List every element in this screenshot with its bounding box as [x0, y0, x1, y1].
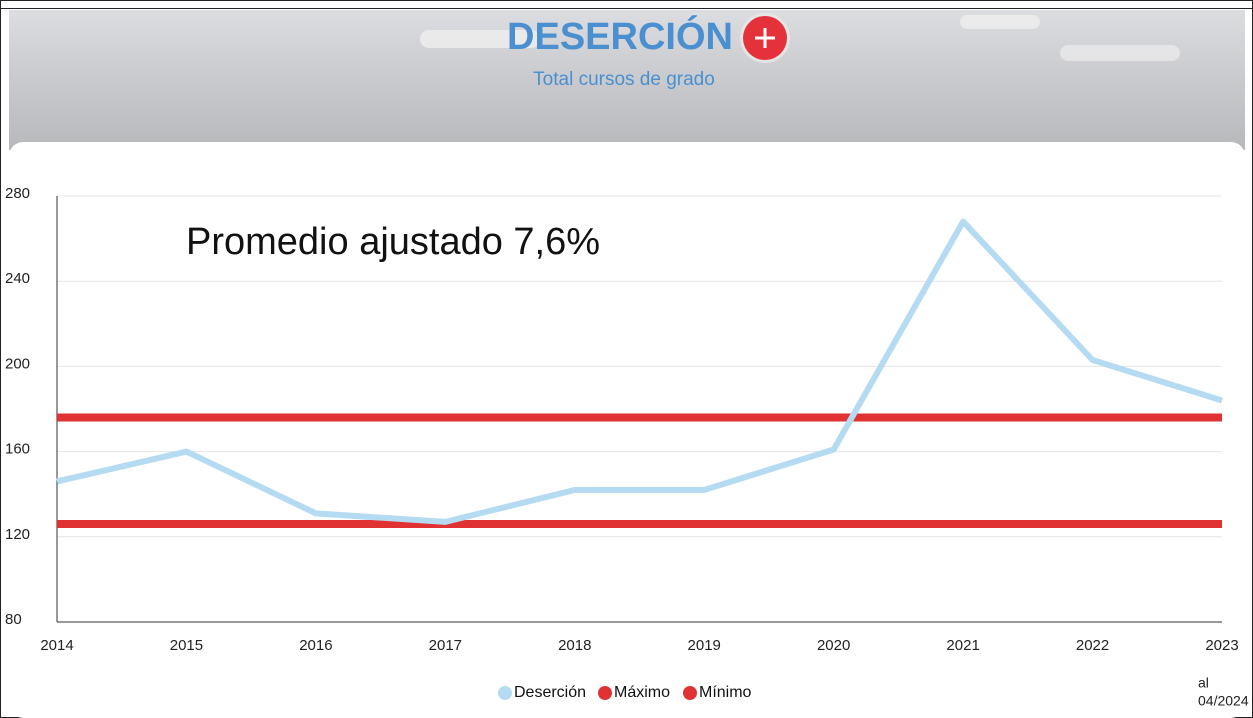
x-tick-label: 2016	[299, 637, 332, 654]
legend-label: Mínimo	[699, 684, 752, 701]
y-tick-label: 280	[5, 185, 30, 202]
legend-label: Máximo	[614, 684, 670, 701]
x-tick-label: 2018	[558, 637, 591, 654]
y-tick-label: 80	[5, 611, 22, 628]
expand-button[interactable]	[740, 13, 790, 63]
top-bar	[1, 1, 1253, 9]
y-tick-label: 160	[5, 441, 30, 458]
page: {"chart_data": {"type": "line", "title":…	[0, 0, 1253, 718]
legend-swatch	[498, 686, 512, 700]
legend-swatch	[683, 686, 697, 700]
legend-label: Deserción	[514, 684, 586, 701]
x-tick-label: 2022	[1076, 637, 1109, 654]
x-tick-label: 2014	[40, 637, 73, 654]
ceiling-light	[1060, 45, 1180, 61]
footnote: 04/2024	[1198, 693, 1249, 709]
ceiling-light	[960, 15, 1040, 29]
y-tick-label: 240	[5, 270, 30, 287]
x-tick-label: 2023	[1205, 637, 1238, 654]
y-tick-label: 200	[5, 355, 30, 372]
legend-swatch	[598, 686, 612, 700]
dashboard: DESERCIÓN Total cursos de grado Promedio…	[0, 0, 1253, 718]
footnote: al	[1198, 675, 1209, 691]
x-tick-label: 2021	[946, 637, 979, 654]
y-tick-label: 120	[5, 526, 30, 543]
chart-subtitle: Total cursos de grado	[533, 69, 715, 90]
x-tick-label: 2017	[429, 637, 462, 654]
x-tick-label: 2015	[170, 637, 203, 654]
x-tick-label: 2020	[817, 637, 850, 654]
x-tick-label: 2019	[688, 637, 721, 654]
chart-title: DESERCIÓN	[507, 14, 733, 58]
annotation: Promedio ajustado 7,6%	[186, 221, 600, 263]
